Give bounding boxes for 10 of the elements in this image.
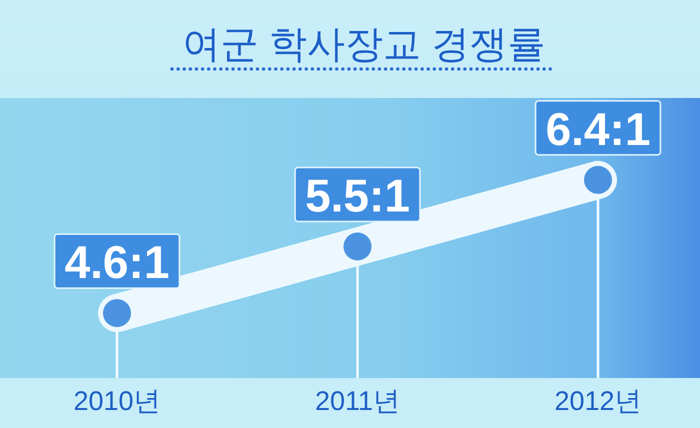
x-tick-label: 2012년 [554, 386, 642, 416]
data-label: 6.4:1 [546, 102, 650, 155]
x-tick-label: 2010년 [73, 386, 161, 416]
data-label: 4.6:1 [64, 236, 170, 288]
value-label: 6.4:1 [534, 100, 662, 156]
value-label: 5.5:1 [294, 166, 421, 222]
title: 여군 학사장교 경쟁률 [182, 24, 546, 66]
data-label: 5.5:1 [305, 170, 410, 222]
x-tick-label: 2011년 [314, 386, 400, 416]
value-label: 4.6:1 [54, 233, 180, 289]
